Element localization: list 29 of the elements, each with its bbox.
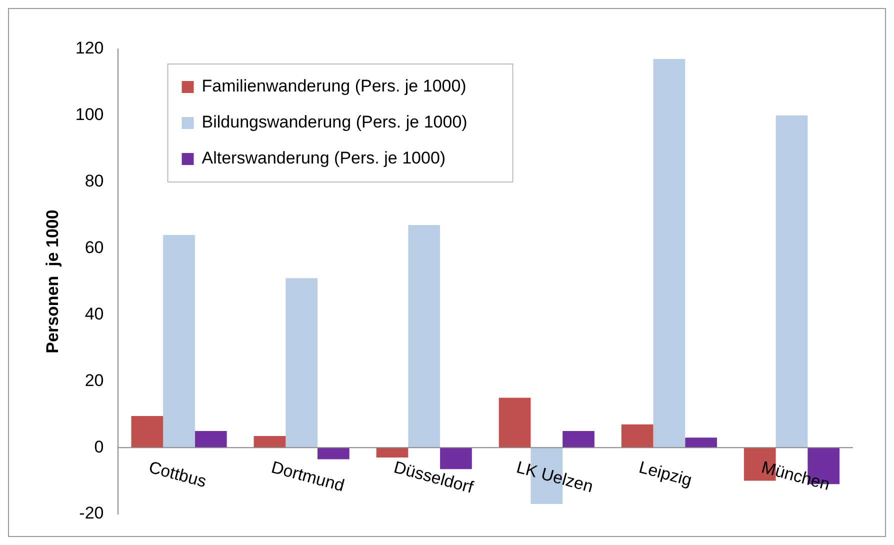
y-tick-label: 120 bbox=[75, 38, 104, 58]
bar bbox=[621, 424, 654, 448]
legend-label: Familienwanderung (Pers. je 1000) bbox=[202, 76, 466, 96]
bar bbox=[286, 278, 318, 448]
y-tick-label: 80 bbox=[84, 172, 104, 191]
y-tick-label: 0 bbox=[94, 437, 104, 456]
y-tick-label: 20 bbox=[84, 370, 104, 390]
bar bbox=[163, 235, 195, 448]
bar bbox=[376, 448, 408, 458]
bar bbox=[498, 398, 531, 448]
bar bbox=[194, 430, 227, 448]
y-tick-label: 100 bbox=[75, 105, 104, 124]
legend-label: Bildungswanderung (Pers. je 1000) bbox=[202, 112, 468, 132]
bar bbox=[685, 438, 717, 448]
bar bbox=[562, 430, 594, 448]
x-tick-label: LK Uelzen bbox=[514, 458, 596, 496]
x-tick-label: Leipzig bbox=[636, 458, 694, 490]
y-tick-label: -20 bbox=[79, 504, 104, 523]
bar bbox=[318, 448, 350, 460]
bar bbox=[653, 58, 686, 448]
bar bbox=[131, 416, 164, 448]
x-tick-label: Cottbus bbox=[146, 458, 208, 492]
y-tick-label: 60 bbox=[84, 238, 104, 257]
legend-label: Alterswanderung (Pers. je 1000) bbox=[202, 148, 446, 168]
y-axis-title: Personen je 1000 bbox=[42, 210, 62, 354]
bar bbox=[776, 115, 808, 448]
y-tick-label: 40 bbox=[84, 304, 104, 324]
bar bbox=[254, 436, 286, 448]
bar bbox=[408, 225, 440, 448]
